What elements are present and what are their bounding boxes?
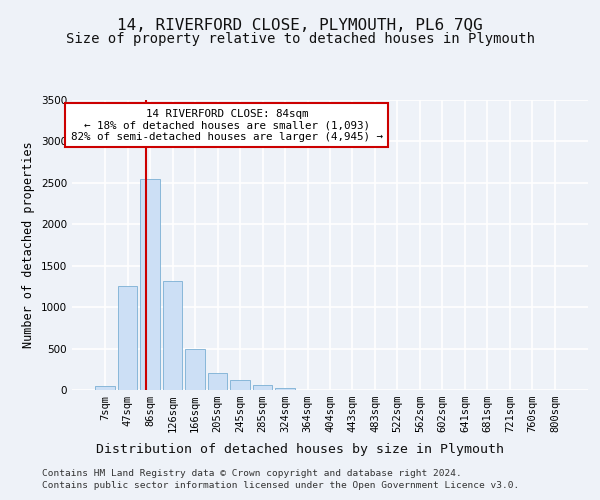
Bar <box>118 286 137 390</box>
Y-axis label: Number of detached properties: Number of detached properties <box>22 142 35 348</box>
Text: 14, RIVERFORD CLOSE, PLYMOUTH, PL6 7QG: 14, RIVERFORD CLOSE, PLYMOUTH, PL6 7QG <box>117 18 483 32</box>
Bar <box>230 380 250 390</box>
Bar <box>275 388 295 390</box>
Text: Size of property relative to detached houses in Plymouth: Size of property relative to detached ho… <box>65 32 535 46</box>
Text: 14 RIVERFORD CLOSE: 84sqm
← 18% of detached houses are smaller (1,093)
82% of se: 14 RIVERFORD CLOSE: 84sqm ← 18% of detac… <box>71 108 383 142</box>
Bar <box>185 350 205 390</box>
Text: Contains public sector information licensed under the Open Government Licence v3: Contains public sector information licen… <box>42 481 519 490</box>
Bar <box>208 374 227 390</box>
Bar <box>163 280 182 390</box>
Bar <box>253 385 272 390</box>
Bar <box>95 386 115 390</box>
Text: Distribution of detached houses by size in Plymouth: Distribution of detached houses by size … <box>96 442 504 456</box>
Bar <box>140 178 160 390</box>
Text: Contains HM Land Registry data © Crown copyright and database right 2024.: Contains HM Land Registry data © Crown c… <box>42 468 462 477</box>
